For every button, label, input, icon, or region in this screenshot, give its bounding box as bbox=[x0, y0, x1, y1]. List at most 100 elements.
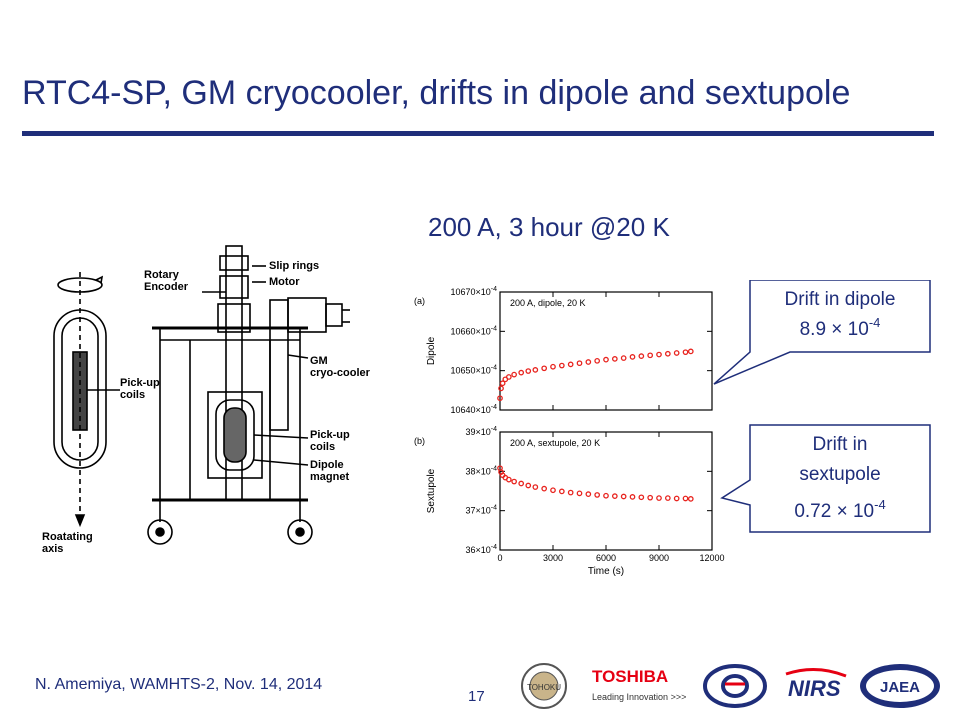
label-motor: Motor bbox=[269, 276, 300, 288]
title-divider bbox=[22, 131, 934, 136]
data-point bbox=[664, 495, 671, 501]
y-axis-label: Dipole bbox=[426, 336, 437, 365]
data-point bbox=[541, 485, 548, 492]
x-tick-label: 0 bbox=[497, 553, 502, 563]
jaea-logo: JAEA bbox=[860, 664, 940, 708]
data-point bbox=[576, 490, 583, 497]
drift-charts: (a) 200 A, dipole, 20 K 10640×10-4 10650×10… bbox=[414, 286, 725, 577]
data-point bbox=[498, 385, 504, 392]
data-point bbox=[603, 492, 609, 499]
data-point bbox=[687, 348, 694, 355]
data-point bbox=[550, 487, 556, 494]
panel-label: (b) bbox=[414, 436, 425, 446]
data-point bbox=[558, 362, 565, 369]
callout-dipole-value: 8.9 × 10-4 bbox=[800, 315, 881, 340]
data-point bbox=[687, 496, 694, 502]
footer-citation: N. Amemiya, WAMHTS-2, Nov. 14, 2014 bbox=[35, 676, 323, 693]
slide-title: RTC4-SP, GM cryocooler, drifts in dipole… bbox=[22, 74, 851, 112]
data-point bbox=[525, 482, 532, 489]
data-point bbox=[620, 355, 627, 361]
data-point bbox=[518, 480, 525, 487]
slide-subtitle: 200 A, 3 hour @20 K bbox=[428, 212, 670, 242]
x-tick-label: 6000 bbox=[596, 553, 616, 563]
label-rotary-encoder: Rotary Encoder bbox=[144, 269, 189, 293]
callout-sextupole-line2: sextupole bbox=[799, 464, 880, 485]
data-point bbox=[505, 374, 512, 380]
svg-text:Leading Innovation >>>: Leading Innovation >>> bbox=[592, 692, 686, 702]
data-point bbox=[585, 491, 592, 497]
callout-sextupole: Drift in sextupole 0.72 × 10-4 bbox=[720, 424, 931, 533]
data-point bbox=[611, 356, 618, 362]
callout-dipole: Drift in dipole 8.9 × 10-4 bbox=[713, 280, 931, 385]
label-rotating-axis: Roatating axis bbox=[42, 531, 93, 555]
data-point bbox=[511, 371, 517, 378]
data-point bbox=[638, 353, 645, 359]
drive-shaft bbox=[225, 245, 243, 501]
y-tick-label: 10660×10-4 bbox=[450, 325, 497, 336]
data-point bbox=[567, 361, 574, 368]
panel-annotation: 200 A, dipole, 20 K bbox=[510, 298, 586, 308]
label-pickup-coils-left: Pick-up coils bbox=[120, 377, 160, 401]
page-number: 17 bbox=[468, 688, 485, 705]
y-tick-label: 10640×10-4 bbox=[450, 404, 497, 415]
data-point bbox=[525, 368, 532, 374]
x-tick-label: 9000 bbox=[649, 553, 669, 563]
data-point bbox=[603, 356, 609, 363]
data-point bbox=[682, 349, 689, 356]
sponsor-logos: TOHOKU TOSHIBA Leading Innovation >>> NI… bbox=[521, 663, 940, 709]
panel-label: (a) bbox=[414, 296, 425, 306]
y-axis-label: Sextupole bbox=[426, 468, 437, 513]
y-tick-label: 39×10-4 bbox=[465, 426, 497, 437]
callouts: Drift in dipole 8.9 × 10-4 Drift in sext… bbox=[713, 280, 931, 533]
data-point bbox=[664, 350, 671, 357]
data-point bbox=[497, 395, 503, 402]
data-point bbox=[629, 494, 636, 500]
svg-text:NIRS: NIRS bbox=[788, 676, 841, 701]
apparatus-diagram: Rotary Encoder Slip rings Motor GM cryo-co… bbox=[42, 245, 371, 555]
x-tick-label: 3000 bbox=[543, 553, 563, 563]
label-gm-cryocooler: GM cryo-cooler bbox=[310, 355, 371, 379]
callout-sextupole-line1: Drift in bbox=[813, 434, 868, 455]
toshiba-logo: TOSHIBA Leading Innovation >>> bbox=[592, 667, 686, 702]
data-point bbox=[594, 357, 601, 364]
data-point bbox=[682, 495, 689, 502]
callout-sextupole-value: 0.72 × 10-4 bbox=[794, 497, 885, 522]
x-tick-label: 12000 bbox=[699, 553, 724, 563]
data-point bbox=[629, 354, 636, 360]
y-tick-label: 36×10-4 bbox=[465, 544, 497, 555]
data-point bbox=[673, 495, 680, 502]
panel-annotation: 200 A, sextupole, 20 K bbox=[510, 438, 600, 448]
data-point bbox=[585, 359, 592, 365]
label-pickup-coils-right: Pick-up coils bbox=[310, 429, 350, 453]
gm-cryocooler bbox=[269, 299, 289, 431]
label-slip-rings: Slip rings bbox=[269, 260, 319, 272]
svg-text:TOSHIBA: TOSHIBA bbox=[592, 667, 668, 686]
data-point bbox=[511, 478, 517, 485]
data-point bbox=[656, 495, 662, 501]
wheel-left bbox=[147, 519, 173, 545]
y-tick-label: 37×10-4 bbox=[465, 505, 497, 516]
plot-frame bbox=[499, 431, 713, 551]
callout-dipole-line1: Drift in dipole bbox=[785, 289, 896, 310]
label-dipole-magnet: Dipole magnet bbox=[310, 459, 349, 483]
svg-text:TOHOKU: TOHOKU bbox=[527, 683, 561, 692]
data-point bbox=[576, 360, 583, 367]
data-point bbox=[656, 351, 662, 358]
plot-frame bbox=[499, 291, 713, 411]
data-point bbox=[532, 484, 539, 490]
y-tick-label: 10650×10-4 bbox=[450, 365, 497, 376]
x-axis-label: Time (s) bbox=[588, 566, 624, 577]
data-point bbox=[611, 493, 618, 499]
data-point bbox=[532, 367, 539, 373]
data-point bbox=[673, 350, 680, 356]
data-point bbox=[505, 476, 512, 483]
y-tick-label: 10670×10-4 bbox=[450, 286, 497, 297]
data-point bbox=[594, 492, 601, 498]
nirs-logo: NIRS bbox=[785, 668, 847, 701]
data-point bbox=[647, 494, 654, 501]
y-tick-label: 38×10-4 bbox=[465, 465, 497, 476]
data-point bbox=[518, 369, 525, 376]
data-point bbox=[647, 352, 654, 359]
data-point bbox=[620, 493, 627, 500]
institute-logo bbox=[703, 664, 767, 708]
